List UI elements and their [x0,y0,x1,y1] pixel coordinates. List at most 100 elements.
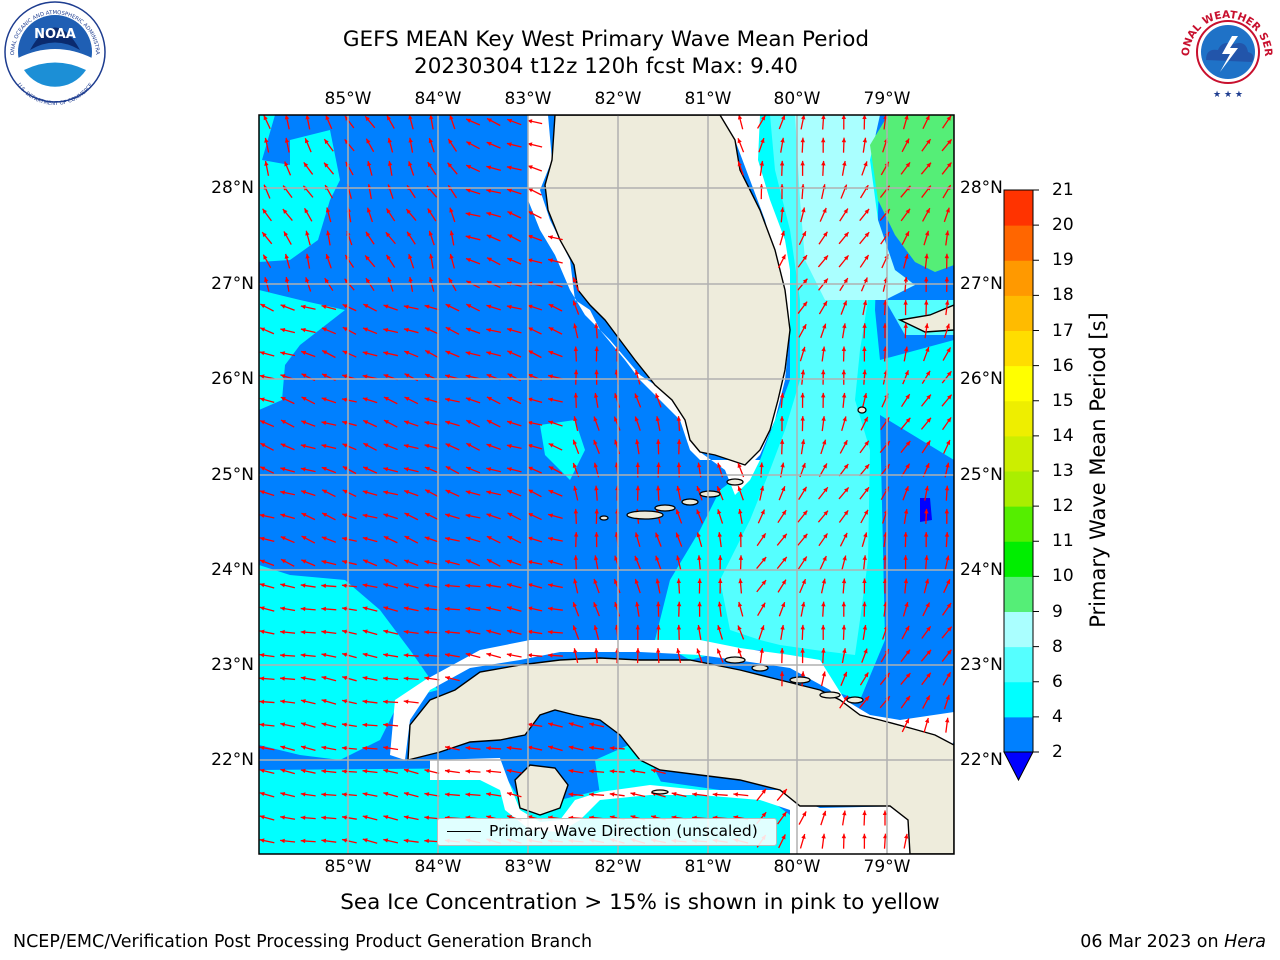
wave-arrow [862,555,867,571]
wave-arrow [325,115,333,130]
wave-arrow [841,555,847,571]
wave-arrow [506,768,522,774]
wave-arrow [342,303,357,312]
wave-arrow [589,769,605,774]
wave-arrow [756,533,767,547]
wave-arrow [264,160,270,176]
noaa-logo-text: NOAA [34,27,76,42]
wave-arrow [259,629,275,635]
wave-arrow [424,815,440,820]
wave-arrow [465,327,481,334]
wave-arrow [840,300,848,315]
wave-arrow [594,508,599,524]
wave-arrow [943,207,950,223]
colorbar-tick-label: 16 [1052,355,1074,376]
noaa-logo: NOAA NATIONAL OCEANIC AND ATMOSPHERIC AD… [0,0,106,107]
wave-arrow [259,466,275,474]
wave-arrow [568,792,584,797]
wave-arrow [424,349,439,359]
wave-arrow [259,653,275,658]
wave-arrow [300,676,316,681]
wave-arrow [321,815,337,820]
wave-arrow [424,606,440,612]
wave-arrow [403,559,419,567]
wave-arrow [800,115,806,130]
wave-arrow [547,536,563,542]
wave-arrow [321,559,337,566]
wave-arrow [341,397,357,403]
wave-arrow [486,467,502,473]
wave-arrow [839,208,849,222]
wave-arrow [921,440,931,454]
wave-arrow [486,141,501,149]
wave-arrow [506,791,522,798]
wave-arrow [594,346,599,362]
wave-arrow [383,396,398,405]
wave-arrow [573,648,579,664]
wave-arrow [817,510,829,523]
colorbar-tick-label: 2 [1052,742,1063,762]
wave-arrow [924,253,929,269]
colorbar-segment [1004,365,1033,402]
wave-arrow [634,578,641,594]
wave-arrow [362,327,378,335]
wave-arrow [386,115,395,129]
colorbar-tick-label: 4 [1052,706,1063,727]
wave-arrow [424,327,439,335]
wave-arrow [323,162,335,175]
wave-arrow [800,392,805,408]
wave-arrow [527,326,542,335]
wave-arrow [841,392,847,408]
lon-label: 81°W [684,857,732,877]
wave-arrow [903,555,908,571]
wave-direction-arrows [259,115,953,849]
wave-arrow [676,439,682,455]
wave-arrow [280,419,295,428]
wave-arrow [776,556,788,570]
wave-arrow [486,513,501,520]
wave-arrow [941,370,952,384]
lon-label: 80°W [773,857,821,877]
wave-arrow [655,416,661,432]
colorbar-segment [1004,295,1033,331]
wave-arrow [428,137,435,153]
wave-arrow [486,535,501,544]
wave-arrow [697,555,702,571]
wave-arrow [942,671,952,686]
wave-arrow [507,233,522,243]
wave-arrow [449,230,455,246]
wave-arrow [655,555,662,571]
wave-arrow [527,304,543,311]
chart-subtitle: 20230304 t12z 120h fcst Max: 9.40 [414,54,798,79]
wave-arrow [630,791,646,798]
wave-arrow [444,629,460,635]
wave-arrow [656,439,661,455]
wave-arrow [593,578,600,594]
wave-arrow [821,833,826,849]
wave-arrow [383,768,399,774]
wave-arrow [465,559,481,567]
chart-title: GEFS MEAN Key West Primary Wave Mean Per… [342,27,870,52]
lon-label: 83°W [504,857,552,877]
wave-arrow [903,253,909,269]
wave-arrow [697,601,702,617]
wave-arrow [862,115,867,130]
wave-arrow [717,601,723,617]
svg-text:★ ★ ★: ★ ★ ★ [1213,90,1243,100]
wave-arrow [259,699,275,704]
wave-arrow [777,811,787,825]
wave-arrow [383,583,399,589]
wave-arrow [486,304,501,311]
wave-arrow [676,485,682,501]
wave-arrow [676,601,682,617]
wave-arrow [362,419,378,428]
wave-arrow [941,162,952,175]
wave-arrow [280,513,295,520]
wave-arrow [799,346,806,362]
wave-arrow [300,768,316,774]
wave-arrow [507,396,522,405]
colorbar-segment [1004,225,1033,261]
wave-arrow [465,188,481,195]
wave-arrow [465,536,481,543]
wave-arrow [280,699,296,704]
